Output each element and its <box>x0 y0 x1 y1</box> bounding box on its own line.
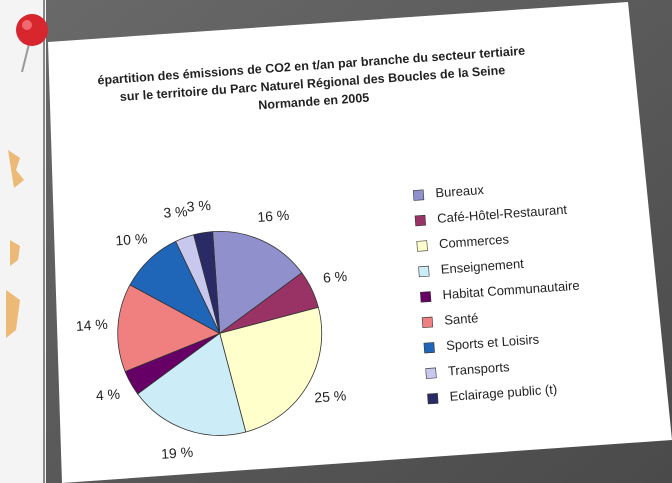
chart-content: épartition des émissions de CO2 en t/an … <box>75 44 580 462</box>
legend-swatch <box>416 240 428 252</box>
data-label: 19 % <box>161 444 194 462</box>
pie-slice <box>137 332 247 436</box>
legend-label: Eclairage public (t) <box>449 381 557 403</box>
legend-label: Enseignement <box>440 256 524 277</box>
data-label: 14 % <box>75 316 108 334</box>
data-label: 6 % <box>322 268 347 286</box>
data-label: 3 % <box>163 203 188 221</box>
pin-highlight <box>22 20 32 30</box>
legend-swatch <box>412 189 425 201</box>
pie-slice <box>193 231 221 334</box>
left-strip <box>0 0 46 483</box>
legend-label: Bureaux <box>435 182 485 200</box>
pie-slice <box>117 284 221 373</box>
data-label: 4 % <box>95 386 120 404</box>
legend-swatch <box>423 342 435 354</box>
legend-swatch <box>427 392 439 405</box>
data-label: 16 % <box>257 207 290 225</box>
pie-slice <box>219 306 323 433</box>
legend-label: Commerces <box>438 231 509 251</box>
legend-label: Sports et Loisirs <box>446 332 541 353</box>
legend-swatch <box>414 214 427 227</box>
legend-swatch <box>418 265 430 278</box>
pie-slice <box>212 230 303 335</box>
legend-swatch <box>425 367 437 379</box>
legend-swatch <box>420 291 432 303</box>
map-fragment <box>6 150 24 338</box>
legend-label: Transports <box>447 359 510 378</box>
data-label: 3 % <box>186 197 211 215</box>
data-label: 10 % <box>115 230 148 248</box>
data-label: 25 % <box>314 387 347 405</box>
pin <box>16 14 48 46</box>
legend-swatch <box>421 316 434 328</box>
legend-label: Santé <box>444 310 479 327</box>
